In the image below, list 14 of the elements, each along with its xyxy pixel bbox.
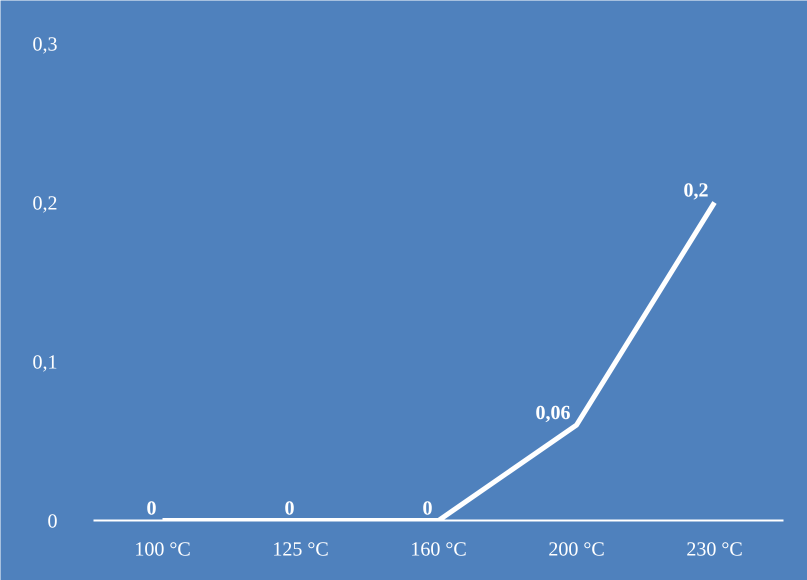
data-label: 0 (284, 498, 294, 520)
data-label: 0 (422, 498, 432, 520)
y-tick-label: 0 (48, 510, 58, 532)
y-tick-label: 0,1 (32, 352, 58, 374)
data-label: 0,2 (684, 180, 708, 202)
x-tick-label: 100 °C (134, 538, 191, 560)
y-tick-label: 0,2 (32, 192, 58, 214)
x-tick-label: 200 °C (548, 538, 605, 560)
data-label: 0,06 (536, 402, 570, 424)
x-tick-label: 160 °C (410, 538, 467, 560)
data-label: 0 (146, 498, 156, 520)
x-tick-label: 230 °C (686, 538, 743, 560)
y-tick-label: 0,3 (32, 34, 58, 56)
x-tick-label: 125 °C (272, 538, 329, 560)
